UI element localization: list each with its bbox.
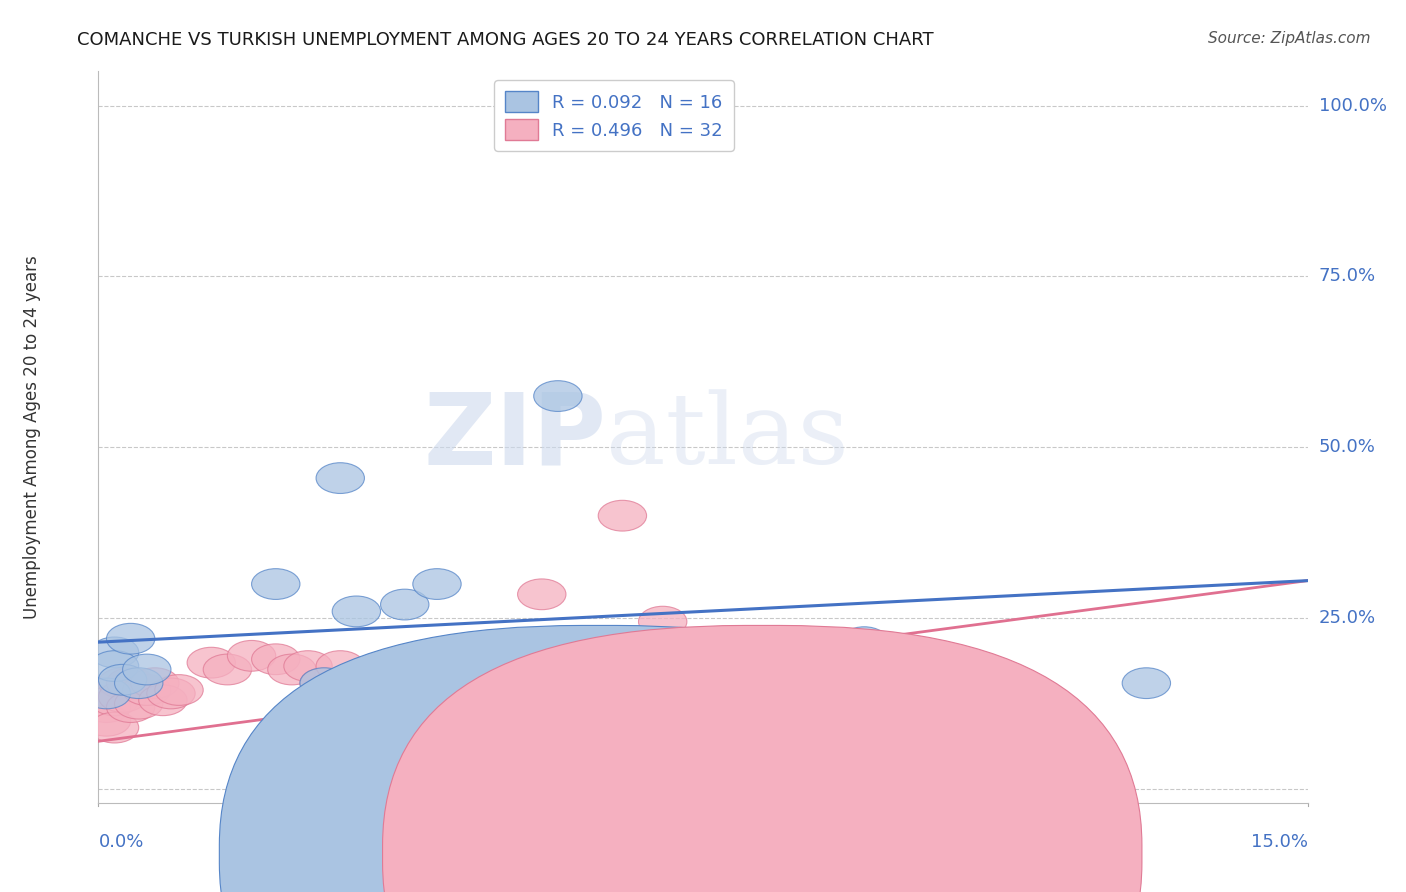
Text: Turks: Turks bbox=[792, 845, 835, 863]
Text: atlas: atlas bbox=[606, 389, 849, 485]
Ellipse shape bbox=[598, 500, 647, 531]
Ellipse shape bbox=[122, 654, 172, 685]
Text: Source: ZipAtlas.com: Source: ZipAtlas.com bbox=[1208, 31, 1371, 46]
Ellipse shape bbox=[517, 579, 567, 610]
Ellipse shape bbox=[413, 650, 461, 681]
Text: COMANCHE VS TURKISH UNEMPLOYMENT AMONG AGES 20 TO 24 YEARS CORRELATION CHART: COMANCHE VS TURKISH UNEMPLOYMENT AMONG A… bbox=[77, 31, 934, 49]
Ellipse shape bbox=[252, 644, 299, 674]
Ellipse shape bbox=[204, 654, 252, 685]
Ellipse shape bbox=[1122, 668, 1171, 698]
Text: 0.0%: 0.0% bbox=[98, 833, 143, 851]
Ellipse shape bbox=[155, 674, 204, 706]
Text: ZIP: ZIP bbox=[423, 389, 606, 485]
Ellipse shape bbox=[139, 685, 187, 715]
Ellipse shape bbox=[98, 681, 146, 712]
Ellipse shape bbox=[316, 463, 364, 493]
Ellipse shape bbox=[146, 678, 195, 709]
Ellipse shape bbox=[381, 657, 429, 689]
Ellipse shape bbox=[267, 654, 316, 685]
Ellipse shape bbox=[284, 650, 332, 681]
Ellipse shape bbox=[90, 650, 139, 681]
Legend: R = 0.092   N = 16, R = 0.496   N = 32: R = 0.092 N = 16, R = 0.496 N = 32 bbox=[495, 80, 734, 151]
Ellipse shape bbox=[349, 668, 396, 698]
Ellipse shape bbox=[332, 665, 381, 695]
Ellipse shape bbox=[187, 648, 235, 678]
Text: Comanche: Comanche bbox=[628, 845, 717, 863]
Ellipse shape bbox=[114, 668, 163, 698]
Ellipse shape bbox=[299, 668, 349, 698]
Ellipse shape bbox=[131, 668, 179, 698]
Ellipse shape bbox=[90, 712, 139, 743]
Text: Unemployment Among Ages 20 to 24 years: Unemployment Among Ages 20 to 24 years bbox=[22, 255, 41, 619]
Ellipse shape bbox=[90, 685, 139, 715]
Ellipse shape bbox=[114, 689, 163, 719]
Ellipse shape bbox=[98, 668, 146, 698]
Ellipse shape bbox=[107, 668, 155, 698]
Ellipse shape bbox=[299, 668, 349, 698]
Text: 15.0%: 15.0% bbox=[1250, 833, 1308, 851]
Ellipse shape bbox=[83, 706, 131, 736]
Ellipse shape bbox=[839, 627, 889, 657]
FancyBboxPatch shape bbox=[382, 625, 1142, 892]
Ellipse shape bbox=[228, 640, 276, 671]
Ellipse shape bbox=[534, 381, 582, 411]
Ellipse shape bbox=[83, 678, 131, 709]
Ellipse shape bbox=[396, 661, 446, 691]
Text: 25.0%: 25.0% bbox=[1319, 609, 1376, 627]
Text: 50.0%: 50.0% bbox=[1319, 438, 1375, 457]
Ellipse shape bbox=[413, 569, 461, 599]
Ellipse shape bbox=[332, 596, 381, 627]
Text: 100.0%: 100.0% bbox=[1319, 96, 1386, 114]
Ellipse shape bbox=[252, 569, 299, 599]
Ellipse shape bbox=[638, 607, 688, 637]
Text: 75.0%: 75.0% bbox=[1319, 268, 1376, 285]
Ellipse shape bbox=[364, 681, 413, 712]
Ellipse shape bbox=[381, 590, 429, 620]
Ellipse shape bbox=[446, 654, 494, 685]
Ellipse shape bbox=[90, 637, 139, 668]
FancyBboxPatch shape bbox=[219, 625, 979, 892]
Ellipse shape bbox=[98, 665, 146, 695]
Ellipse shape bbox=[107, 624, 155, 654]
Ellipse shape bbox=[122, 674, 172, 706]
Ellipse shape bbox=[316, 650, 364, 681]
Ellipse shape bbox=[107, 691, 155, 723]
Ellipse shape bbox=[83, 691, 131, 723]
